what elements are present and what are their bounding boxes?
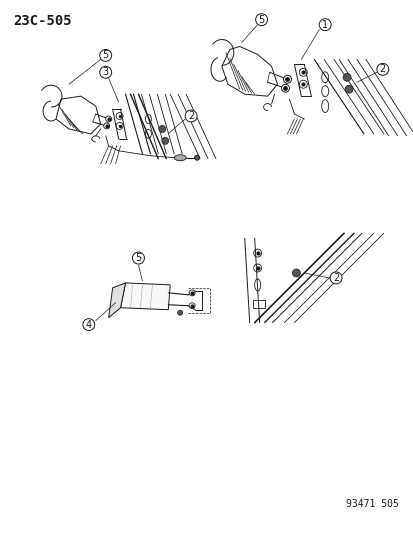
Text: 2: 2 bbox=[379, 64, 385, 74]
Text: 5: 5 bbox=[102, 51, 109, 60]
Text: 93471 505: 93471 505 bbox=[345, 499, 398, 510]
Text: 2: 2 bbox=[188, 111, 194, 121]
Ellipse shape bbox=[174, 155, 186, 161]
Circle shape bbox=[330, 272, 341, 284]
Polygon shape bbox=[108, 283, 125, 318]
Ellipse shape bbox=[194, 155, 199, 160]
Circle shape bbox=[83, 319, 95, 330]
Text: 1: 1 bbox=[321, 20, 328, 30]
Circle shape bbox=[177, 310, 182, 315]
Circle shape bbox=[342, 74, 350, 81]
Circle shape bbox=[161, 138, 169, 144]
Text: 5: 5 bbox=[258, 15, 264, 25]
Circle shape bbox=[132, 252, 144, 264]
Text: 4: 4 bbox=[85, 320, 92, 329]
Circle shape bbox=[159, 125, 165, 132]
Circle shape bbox=[189, 290, 195, 296]
Circle shape bbox=[100, 50, 112, 61]
Circle shape bbox=[103, 123, 109, 129]
Circle shape bbox=[344, 85, 352, 93]
Polygon shape bbox=[56, 96, 100, 134]
Text: 3: 3 bbox=[102, 67, 109, 77]
Circle shape bbox=[283, 75, 291, 83]
Circle shape bbox=[292, 269, 300, 277]
Circle shape bbox=[318, 19, 330, 30]
Polygon shape bbox=[221, 46, 277, 96]
Circle shape bbox=[105, 116, 112, 122]
Polygon shape bbox=[120, 283, 170, 310]
Circle shape bbox=[255, 14, 267, 26]
Text: 23C-505: 23C-505 bbox=[13, 14, 72, 28]
Circle shape bbox=[281, 84, 289, 92]
Circle shape bbox=[185, 110, 197, 122]
Circle shape bbox=[100, 66, 112, 78]
Circle shape bbox=[376, 63, 388, 75]
Text: 2: 2 bbox=[332, 273, 338, 283]
Circle shape bbox=[189, 303, 195, 309]
Text: 5: 5 bbox=[135, 253, 141, 263]
